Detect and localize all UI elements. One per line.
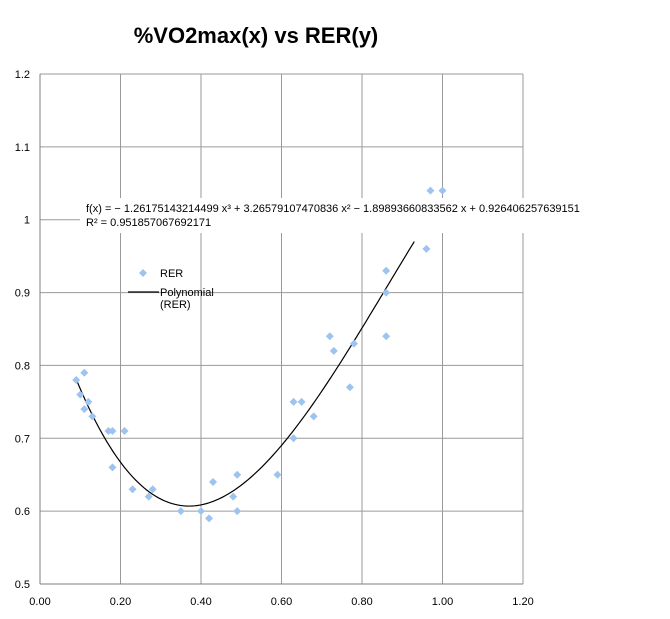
data-point [382,332,391,341]
data-point [325,332,334,341]
y-tick-label: 0.8 [15,360,30,372]
data-point [422,244,431,253]
data-point [309,412,318,421]
data-point [273,470,282,479]
x-tick-label: 0.80 [351,596,372,608]
data-point [297,397,306,406]
data-point [176,507,185,516]
equation-text: f(x) = − 1.26175143214499 x³ + 3.2657910… [86,203,580,215]
data-point [120,427,129,435]
data-point [289,434,298,443]
equation-background [80,198,638,233]
y-tick-label: 0.5 [15,579,30,591]
data-point [233,507,242,516]
data-point [229,492,238,501]
data-point [80,368,89,377]
data-point [382,288,391,297]
data-point [84,397,93,406]
polynomial-trendline [75,241,415,507]
x-tick-label: 0.20 [110,596,131,608]
y-tick-label: 1.1 [15,142,30,154]
x-tick-label: 0.00 [29,596,50,608]
legend-label-rer: RER [160,268,183,280]
legend: RER Polynomial(RER) [128,268,214,311]
data-point [426,186,435,195]
chart-grid [39,73,524,585]
x-tick-label: 1.00 [432,596,453,608]
data-point [289,397,298,406]
data-point [205,514,214,523]
chart-title: %VO2max(x) vs RER(y) [134,23,379,48]
data-point [108,427,117,435]
data-point [197,507,205,516]
data-point [438,186,447,195]
y-tick-label: 0.6 [15,506,30,518]
legend-label-trendline: (RER) [160,299,191,311]
data-point [72,376,81,384]
x-tick-label: 0.40 [190,596,211,608]
data-point [88,412,97,421]
data-point [209,478,218,486]
data-point [382,266,391,275]
x-tick-label: 1.20 [512,596,533,608]
y-tick-label: 0.9 [15,288,30,300]
data-point [108,463,117,472]
data-point [349,339,358,348]
y-tick-label: 0.7 [15,433,30,445]
legend-label-trendline: Polynomial [160,287,214,299]
data-point [104,427,113,435]
trendline-layer [75,241,415,507]
data-point [233,470,242,479]
data-point [76,390,85,399]
r-squared-text: R² = 0.951857067692171 [86,217,211,229]
data-point [345,383,354,392]
data-point [148,485,157,494]
trendline-equation: f(x) = − 1.26175143214499 x³ + 3.2657910… [80,198,638,233]
data-point [128,485,137,494]
data-point [80,405,89,414]
data-points [72,186,447,523]
chart-axes: 0.5 0.6 0.7 0.8 0.9 1 1.1 1.2 0.00 0.20 0.40 0.60 0.… [15,69,534,608]
legend-marker-rer [139,269,147,277]
y-tick-label: 1.2 [15,69,30,81]
data-point [329,346,338,355]
data-point [144,492,153,501]
y-tick-label: 1 [24,215,30,227]
x-tick-label: 0.60 [271,596,292,608]
